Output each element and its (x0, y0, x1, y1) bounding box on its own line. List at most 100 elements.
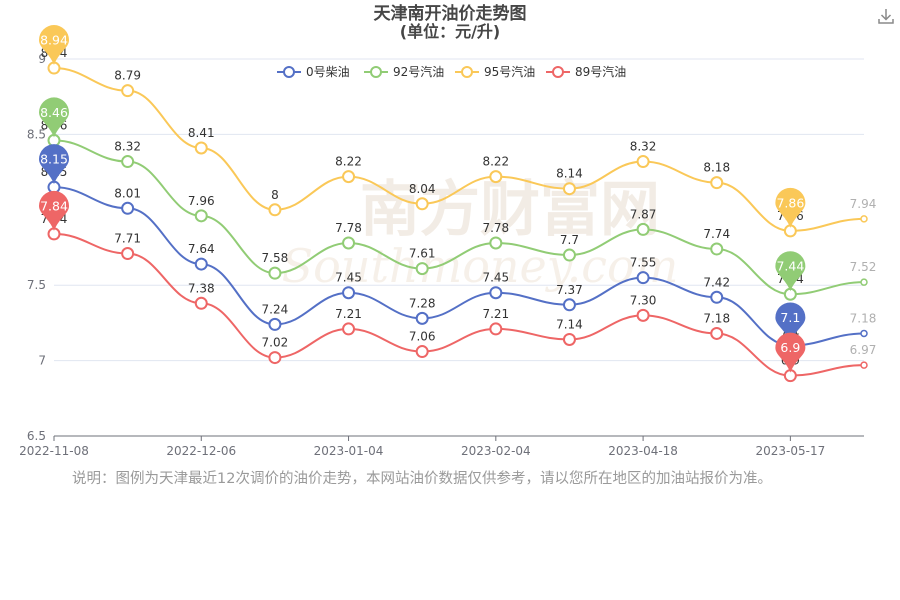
x-tick-label: 2023-02-04 (461, 444, 531, 458)
data-label: 7.24 (262, 302, 289, 316)
data-label: 7.78 (335, 221, 362, 235)
markpoint-pin (39, 25, 69, 66)
data-label: 7.87 (630, 207, 657, 221)
legend-item-2[interactable]: 95号汽油 (455, 64, 535, 79)
legend[interactable]: 0号柴油 92号汽油 95号汽油 89号汽油 (277, 64, 626, 79)
y-tick-label: 8.5 (27, 127, 46, 141)
data-point (342, 322, 356, 336)
markpoint-label: 7.44 (776, 259, 804, 274)
y-tick-label: 7 (38, 354, 46, 368)
data-label: 8 (271, 188, 279, 202)
data-label: 7.21 (335, 307, 362, 321)
data-point (636, 271, 650, 285)
data-point (860, 329, 868, 338)
data-point (121, 201, 135, 215)
markpoint-pin (39, 97, 69, 138)
series-lines (47, 61, 868, 383)
markpoint-label: 7.86 (776, 195, 804, 210)
data-label: 8.04 (409, 182, 436, 196)
data-point (415, 262, 429, 276)
x-tick-label: 2023-04-18 (608, 444, 678, 458)
data-point (342, 236, 356, 250)
data-point (268, 317, 282, 331)
legend-label: 0号柴油 (306, 65, 350, 79)
legend-swatch-marker (461, 66, 473, 78)
data-label: 8.14 (556, 167, 583, 181)
data-point (489, 236, 503, 250)
data-point (489, 286, 503, 300)
data-label: 7.55 (630, 256, 657, 270)
watermark: 南方财富网 Southmoney.com (282, 175, 679, 293)
data-point (194, 296, 208, 310)
data-point (562, 182, 576, 196)
data-label: 8.18 (703, 161, 730, 175)
legend-swatch-marker (283, 66, 295, 78)
markpoint-pin (775, 332, 806, 373)
data-label: 7.58 (262, 251, 289, 265)
data-point (342, 170, 356, 184)
data-point (710, 242, 724, 256)
data-point (562, 248, 576, 262)
data-label: 6.97 (850, 343, 877, 357)
y-tick-label: 9 (38, 52, 46, 66)
markpoint-pin (775, 187, 806, 228)
markpoint-label: 7.84 (40, 198, 68, 213)
markpoint-pin (39, 190, 69, 231)
data-point (194, 141, 208, 155)
grid-lines (54, 58, 864, 437)
legend-swatch-marker (370, 66, 382, 78)
data-label: 7.30 (630, 293, 657, 307)
data-label: 8.32 (114, 140, 141, 154)
data-label: 8.32 (630, 140, 657, 154)
y-tick-label: 7.5 (27, 278, 46, 292)
markpoint-label: 8.15 (40, 152, 68, 167)
data-label: 7.18 (703, 311, 730, 325)
watermark-cn: 南方财富网 (360, 175, 660, 245)
x-tick-label: 2022-12-06 (166, 444, 236, 458)
data-point (489, 170, 503, 184)
axes: 6.5 7 7.5 8.5 9 2022-11-08 2022-12-06 2023-01-0… (19, 52, 825, 458)
data-label: 7.52 (850, 260, 877, 274)
legend-swatch-marker (552, 66, 564, 78)
data-point (636, 155, 650, 169)
data-point (268, 203, 282, 217)
data-point (415, 197, 429, 211)
data-point (489, 322, 503, 336)
markpoint-pin (39, 144, 69, 185)
data-label: 7.71 (114, 232, 141, 246)
data-label: 7.42 (703, 275, 730, 289)
legend-item-0[interactable]: 0号柴油 (277, 65, 350, 79)
legend-item-3[interactable]: 89号汽油 (546, 64, 626, 79)
data-point (562, 298, 576, 312)
data-label: 8.41 (188, 126, 215, 140)
series-line-1 (53, 139, 865, 296)
data-label: 7.94 (850, 197, 877, 211)
y-tick-label: 6.5 (27, 429, 46, 443)
data-label: 7.28 (409, 296, 436, 310)
legend-label: 95号汽油 (484, 64, 535, 79)
data-label: 7.06 (409, 330, 436, 344)
data-label: 7.74 (703, 227, 730, 241)
data-label: 7.64 (188, 242, 215, 256)
data-point (121, 247, 135, 261)
markpoint-pins: 8.15 7.1 8.46 7.44 8.94 7.86 7.84 6.9 (39, 25, 806, 373)
markpoint-label: 6.9 (780, 340, 800, 355)
data-label: 7.7 (560, 233, 579, 247)
data-label: 7.38 (188, 281, 215, 295)
download-icon[interactable] (876, 6, 896, 26)
data-point (710, 176, 724, 190)
data-label: 7.45 (482, 271, 509, 285)
data-point (268, 266, 282, 280)
data-label: 7.02 (262, 336, 289, 350)
data-label: 7.18 (850, 311, 877, 325)
data-label: 7.96 (188, 194, 215, 208)
markpoint-label: 8.94 (40, 33, 68, 48)
markpoint-label: 7.1 (780, 310, 800, 325)
data-point (710, 326, 724, 340)
data-label: 7.37 (556, 283, 583, 297)
data-label: 7.61 (409, 247, 436, 261)
legend-label: 89号汽油 (575, 64, 626, 79)
data-point (342, 286, 356, 300)
legend-item-1[interactable]: 92号汽油 (364, 64, 444, 79)
